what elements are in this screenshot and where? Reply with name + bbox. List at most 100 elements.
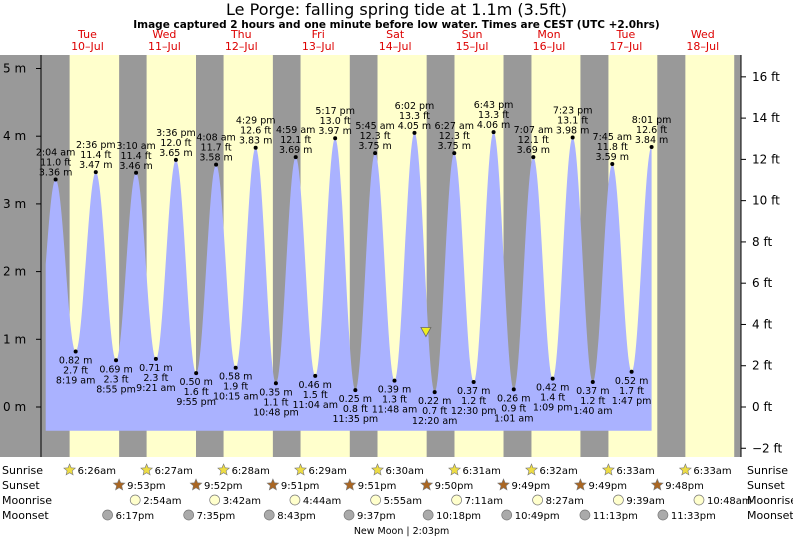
tide-time-label: 1:09 pm bbox=[533, 403, 573, 414]
tide-time-label: 4:29 pm bbox=[236, 116, 276, 127]
tide-extreme-dot bbox=[610, 161, 615, 166]
day-name: Sun bbox=[462, 28, 483, 41]
right-tick-label: 14 ft bbox=[752, 111, 780, 125]
left-tick-label: 3 m bbox=[3, 197, 26, 211]
tide-ft-label: 11.0 ft bbox=[40, 158, 71, 169]
astronomy-rows: Sunrise Sunrise Sunset Sunset Moonrise Moonri… bbox=[2, 463, 793, 537]
moonrise-time: 10:48am bbox=[707, 496, 752, 507]
sunrise-icon bbox=[525, 463, 538, 476]
tide-time-label: 4:08 am bbox=[196, 133, 235, 144]
tide-m-label: 3.75 m bbox=[358, 141, 391, 152]
right-tick-label: 10 ft bbox=[752, 194, 780, 208]
tide-ft-label: 1.5 ft bbox=[303, 390, 328, 401]
day-date: 14–Jul bbox=[379, 40, 412, 53]
sunset-icon bbox=[650, 478, 664, 491]
sunset-time: 9:53pm bbox=[127, 481, 166, 492]
left-tick-label: 2 m bbox=[3, 265, 26, 279]
moonrise-time: 3:42am bbox=[223, 496, 261, 507]
tide-time-label: 12:20 am bbox=[412, 416, 457, 427]
tide-m-label: 0.35 m bbox=[259, 387, 292, 398]
tide-extreme-dot bbox=[253, 145, 258, 150]
tide-ft-label: 1.3 ft bbox=[382, 395, 407, 406]
tide-m-label: 3.98 m bbox=[556, 126, 589, 137]
moonrise-icon bbox=[451, 494, 462, 506]
sunrise-icon bbox=[371, 463, 384, 476]
tide-extreme-dot bbox=[153, 356, 158, 361]
tide-time-label: 4:59 am bbox=[276, 125, 315, 136]
tide-m-label: 3.47 m bbox=[79, 160, 112, 171]
moonrise-time: 4:44am bbox=[303, 496, 341, 507]
tide-ft-label: 12.3 ft bbox=[360, 131, 391, 142]
chart-title: Le Porge: falling spring tide at 1.1m (3… bbox=[226, 0, 567, 19]
tide-time-label: 7:45 am bbox=[593, 132, 632, 143]
day-name: Wed bbox=[152, 28, 176, 41]
sunrise-icon bbox=[294, 463, 307, 476]
sunrise-time: 6:33am bbox=[693, 466, 731, 477]
tide-m-label: 0.71 m bbox=[139, 363, 172, 374]
sunset-time: 9:49pm bbox=[588, 481, 627, 492]
tide-extreme-dot bbox=[73, 349, 78, 354]
tide-ft-label: 11.4 ft bbox=[121, 151, 152, 162]
tide-time-label: 11:35 pm bbox=[333, 414, 379, 425]
right-tick-label: −2 ft bbox=[752, 441, 783, 455]
tide-extreme-dot bbox=[432, 390, 437, 395]
moonset-icon bbox=[263, 509, 275, 521]
moonset-time: 11:33pm bbox=[671, 511, 716, 522]
tide-time-label: 3:36 pm bbox=[156, 128, 196, 139]
moonrise-time: 8:27am bbox=[546, 496, 584, 507]
tide-extreme-dot bbox=[194, 371, 199, 376]
day-date: 11–Jul bbox=[148, 40, 181, 53]
tide-ft-label: 1.4 ft bbox=[540, 393, 565, 404]
left-tick-label: 4 m bbox=[3, 129, 26, 143]
right-tick-label: 6 ft bbox=[752, 276, 772, 290]
day-name: Wed bbox=[691, 28, 715, 41]
tide-ft-label: 11.4 ft bbox=[80, 150, 111, 161]
moonset-icon bbox=[102, 509, 113, 521]
right-tick-label: 16 ft bbox=[752, 70, 780, 84]
tide-extreme-dot bbox=[412, 130, 417, 135]
tide-m-label: 0.42 m bbox=[536, 383, 569, 394]
tide-m-label: 0.37 m bbox=[457, 386, 490, 397]
tide-ft-label: 12.0 ft bbox=[160, 138, 191, 149]
tide-m-label: 0.37 m bbox=[576, 386, 609, 397]
tide-extreme-dot bbox=[649, 145, 654, 150]
tide-curve-layer bbox=[45, 132, 652, 431]
moonset-icon bbox=[183, 509, 195, 521]
tide-ft-label: 0.9 ft bbox=[501, 403, 526, 414]
tide-time-label: 9:55 pm bbox=[176, 397, 216, 408]
tide-extreme-dot bbox=[392, 378, 397, 383]
day-name: Tue bbox=[77, 28, 97, 41]
moonset-time: 6:17pm bbox=[116, 511, 155, 522]
tide-time-label: 8:19 am bbox=[56, 375, 95, 386]
tide-time-label: 1:01 am bbox=[494, 413, 533, 424]
sunset-time: 9:50pm bbox=[435, 481, 474, 492]
tide-ft-label: 11.8 ft bbox=[597, 142, 628, 153]
tide-extreme-dot bbox=[452, 151, 457, 156]
tide-ft-label: 2.3 ft bbox=[143, 373, 168, 384]
tide-time-label: 10:48 pm bbox=[253, 407, 299, 418]
tide-m-label: 3.84 m bbox=[635, 135, 668, 146]
sunrise-icon bbox=[601, 463, 615, 476]
moonrise-icon bbox=[693, 494, 705, 506]
moonset-icon bbox=[579, 509, 591, 521]
left-tick-label: 5 m bbox=[3, 62, 26, 76]
tide-time-label: 8:55 pm bbox=[96, 384, 136, 395]
tide-extreme-dot bbox=[491, 130, 496, 135]
tide-ft-label: 12.6 ft bbox=[240, 126, 271, 137]
tide-extreme-dot bbox=[531, 155, 536, 160]
tide-time-label: 7:23 pm bbox=[553, 106, 593, 117]
tide-extreme-dot bbox=[214, 162, 219, 167]
moon-phase-label: New Moon | 2:03pm bbox=[354, 526, 449, 537]
tide-m-label: 3.69 m bbox=[279, 145, 312, 156]
left-tick-label: 0 m bbox=[3, 400, 26, 414]
moonrise-icon bbox=[209, 494, 221, 506]
tide-ft-label: 13.3 ft bbox=[478, 110, 509, 121]
tide-time-label: 1:40 am bbox=[573, 406, 612, 417]
day-name: Mon bbox=[537, 28, 560, 41]
moonrise-icon bbox=[532, 494, 543, 506]
moonrise-icon bbox=[370, 494, 381, 506]
tide-m-label: 0.26 m bbox=[497, 393, 530, 404]
tide-m-label: 3.83 m bbox=[239, 136, 272, 147]
moonrise-icon bbox=[613, 494, 624, 506]
tide-time-label: 9:21 am bbox=[136, 383, 175, 394]
